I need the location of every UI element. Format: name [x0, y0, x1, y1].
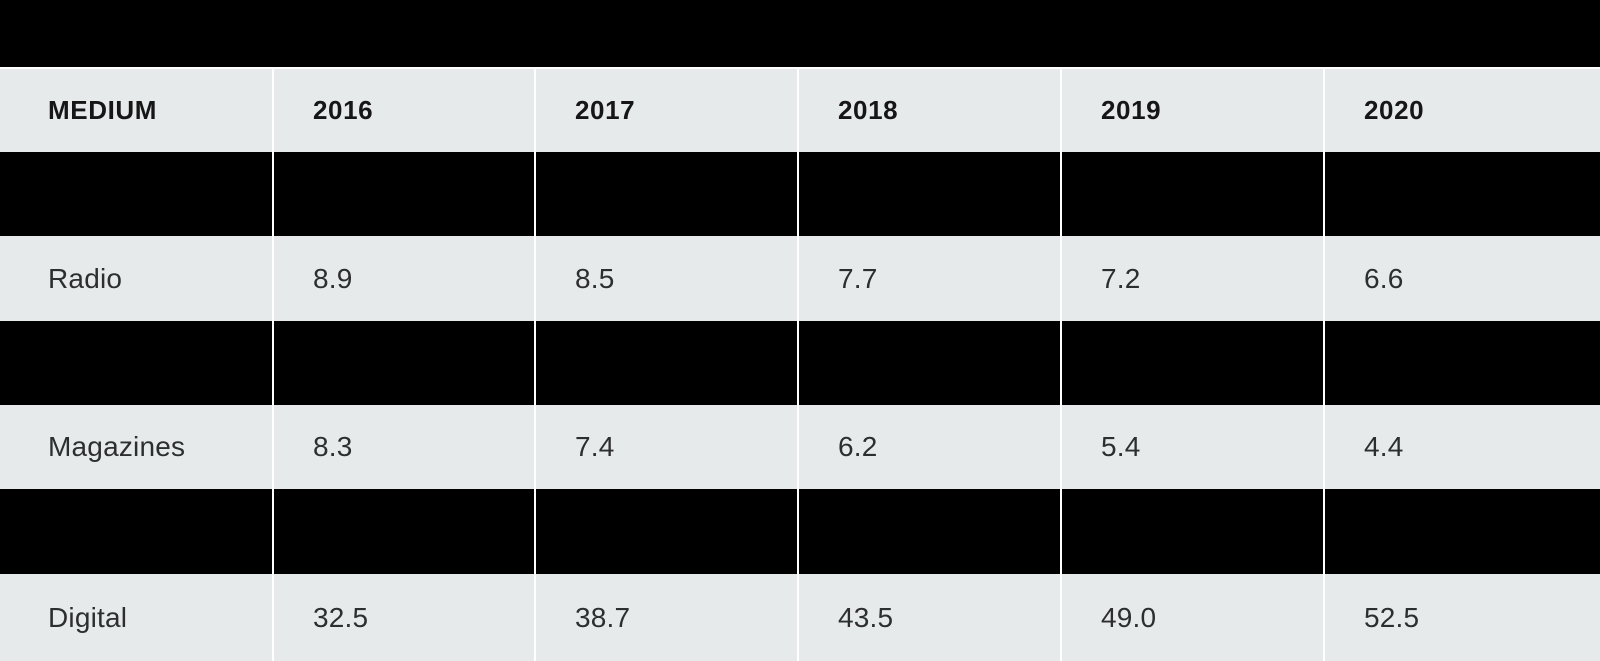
redacted-cell: [534, 321, 797, 405]
value-cell: 32.5: [272, 574, 534, 661]
column-header-medium: MEDIUM: [48, 95, 158, 125]
value-cell: 6.6: [1323, 236, 1600, 321]
redacted-cell: [272, 489, 534, 574]
redacted-cell: [534, 152, 797, 236]
table-row-redacted-3: [0, 489, 1600, 574]
redacted-title-banner: [0, 0, 1600, 69]
redacted-cell: [1060, 489, 1323, 574]
redacted-cell: [1323, 152, 1600, 236]
column-header-2019: 2019: [1060, 69, 1323, 152]
value-cell: 7.4: [534, 405, 797, 489]
column-header-2016: 2016: [272, 69, 534, 152]
redacted-cell: [272, 152, 534, 236]
column-header-2020: 2020: [1323, 69, 1600, 152]
row-label: Magazines: [48, 431, 186, 462]
value-cell: 8.3: [272, 405, 534, 489]
redacted-cell: [0, 152, 272, 236]
value-cell: 43.5: [797, 574, 1060, 661]
redacted-cell: [1060, 321, 1323, 405]
redacted-cell: [797, 152, 1060, 236]
redacted-cell: [534, 489, 797, 574]
value-cell: 49.0: [1060, 574, 1323, 661]
redacted-cell: [0, 321, 272, 405]
redacted-cell: [797, 321, 1060, 405]
value-cell: 8.5: [534, 236, 797, 321]
column-header-2018: 2018: [797, 69, 1060, 152]
table-header-row: MEDIUM 2016 2017 2018 2019 2020: [0, 69, 1600, 152]
redacted-cell: [1060, 152, 1323, 236]
value-cell: 8.9: [272, 236, 534, 321]
value-cell: 52.5: [1323, 574, 1600, 661]
row-label: Radio: [48, 262, 123, 294]
redacted-cell: [272, 321, 534, 405]
value-cell: 7.7: [797, 236, 1060, 321]
column-header-2017: 2017: [534, 69, 797, 152]
value-cell: 6.2: [797, 405, 1060, 489]
redacted-cell: [1323, 489, 1600, 574]
row-label: Digital: [48, 601, 128, 633]
redacted-cell: [797, 489, 1060, 574]
table-row-radio: Radio 8.9 8.5 7.7 7.2 6.6: [0, 236, 1600, 321]
value-cell: 5.4: [1060, 405, 1323, 489]
value-cell: 7.2: [1060, 236, 1323, 321]
redacted-cell: [1323, 321, 1600, 405]
value-cell: 38.7: [534, 574, 797, 661]
value-cell: 4.4: [1323, 405, 1600, 489]
table-row-redacted-2: [0, 321, 1600, 405]
table-row-redacted-1: [0, 152, 1600, 236]
redacted-cell: [0, 489, 272, 574]
table-row-magazines: Magazines 8.3 7.4 6.2 5.4 4.4: [0, 405, 1600, 489]
table-row-digital: Digital 32.5 38.7 43.5 49.0 52.5: [0, 574, 1600, 661]
